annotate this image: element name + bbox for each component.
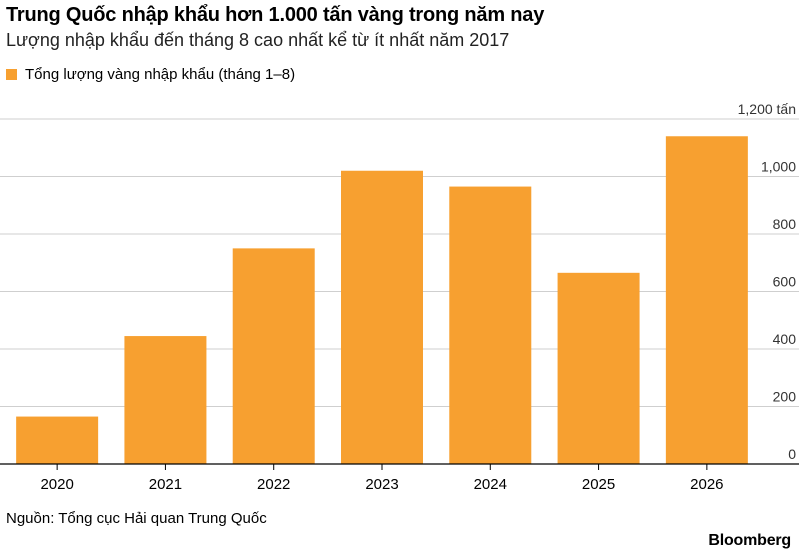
y-tick-label: 200 [773,389,797,405]
bloomberg-logo: Bloomberg [708,532,791,549]
bar-2021 [124,336,207,464]
bar-2022 [232,248,315,464]
legend: Tổng lượng vàng nhập khẩu (tháng 1–8) [6,66,295,83]
chart-title: Trung Quốc nhập khẩu hơn 1.000 tấn vàng … [6,4,545,26]
source-note: Nguồn: Tổng cục Hải quan Trung Quốc [6,510,267,527]
bar-2023 [341,170,423,464]
y-tick-label: 800 [773,216,797,232]
x-tick-label: 2025 [582,476,615,493]
x-tick-label: 2021 [149,476,182,493]
bar-2026 [665,136,748,464]
x-tick-label: 2026 [690,476,723,493]
x-tick-label: 2024 [474,476,507,493]
bar-2025 [557,272,640,464]
chart-subtitle: Lượng nhập khẩu đến tháng 8 cao nhất kể … [6,30,510,50]
y-tick-label: 600 [773,274,797,290]
legend-label: Tổng lượng vàng nhập khẩu (tháng 1–8) [25,66,296,83]
legend-swatch [6,69,17,80]
y-tick-label: 0 [788,446,796,462]
y-tick-label: 1,000 [761,159,796,175]
bar-2024 [449,186,532,464]
x-tick-label: 2023 [365,476,398,493]
bar-2020 [16,416,99,464]
x-tick-label: 2020 [40,476,73,493]
x-tick-label: 2022 [257,476,290,493]
y-tick-label: 1,200 tấn [738,101,796,117]
y-tick-label: 400 [773,331,797,347]
